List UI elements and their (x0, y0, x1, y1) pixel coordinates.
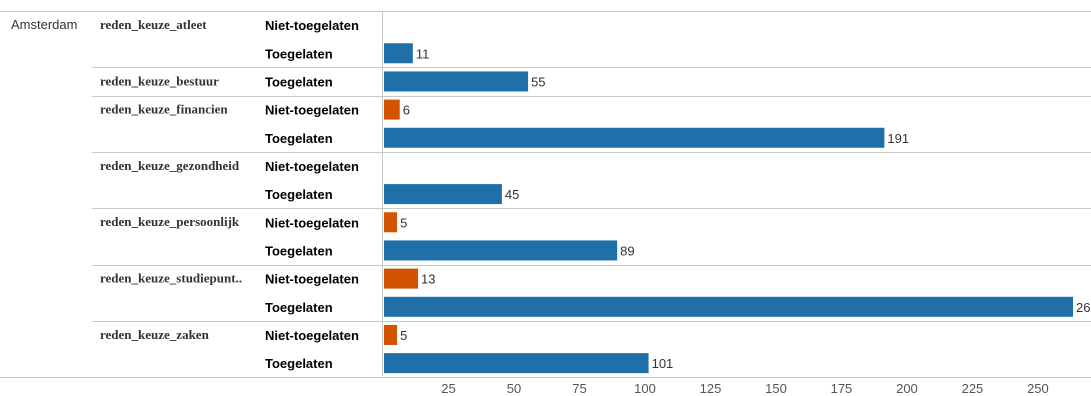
data-label: 5 (400, 215, 407, 230)
x-tick-label: 125 (700, 381, 722, 396)
bar (384, 99, 400, 120)
data-label: 55 (531, 74, 545, 89)
data-label: 11 (416, 46, 430, 61)
x-tick-label: 250 (1027, 381, 1049, 396)
category-label: Niet-toegelaten (265, 272, 359, 287)
category-label: Toegelaten (265, 300, 333, 315)
bar (384, 240, 618, 261)
bar (384, 71, 529, 92)
bar (384, 43, 413, 64)
category-label: Toegelaten (265, 46, 333, 61)
bar (384, 296, 1073, 317)
x-tick-label: 25 (441, 381, 455, 396)
data-label: 89 (620, 243, 634, 258)
group-label: reden_keuze_zaken (100, 327, 210, 342)
bar (384, 127, 885, 148)
x-tick-label: 75 (572, 381, 586, 396)
bar (384, 212, 398, 233)
data-label: 101 (652, 356, 674, 371)
chart-rows: reden_keuze_atleet Niet-toegelaten Toegela… (100, 17, 1090, 374)
category-label: Toegelaten (265, 356, 333, 371)
category-label: Niet-toegelaten (265, 159, 359, 174)
bar (384, 324, 398, 345)
separator-lines (0, 11, 1091, 378)
group-label: reden_keuze_persoonlijk (100, 214, 240, 229)
category-label: Toegelaten (265, 74, 333, 89)
category-label: Toegelaten (265, 243, 333, 258)
group-label: reden_keuze_bestuur (100, 73, 219, 88)
data-label: 191 (887, 131, 909, 146)
category-label: Niet-toegelaten (265, 328, 359, 343)
data-label: 13 (421, 272, 435, 287)
x-tick-label: 200 (896, 381, 918, 396)
x-tick-label: 100 (634, 381, 656, 396)
category-label: Niet-toegelaten (265, 103, 359, 118)
x-tick-label: 150 (765, 381, 787, 396)
data-label: 5 (400, 328, 407, 343)
data-label: 6 (403, 103, 410, 118)
group-label: reden_keuze_studiepunt.. (100, 271, 242, 286)
x-tick-label: 50 (507, 381, 521, 396)
x-tick-label: 175 (831, 381, 853, 396)
data-label: 45 (505, 187, 519, 202)
bar (384, 353, 649, 374)
data-label: 26 (1076, 300, 1090, 315)
category-label: Toegelaten (265, 131, 333, 146)
x-tick-label: 225 (962, 381, 984, 396)
city-label: Amsterdam (11, 17, 77, 32)
bar (384, 268, 419, 289)
group-label: reden_keuze_atleet (100, 17, 207, 32)
category-label: Niet-toegelaten (265, 215, 359, 230)
group-label: reden_keuze_gezondheid (100, 158, 240, 173)
x-axis: 25 50 75 100 125 150 175 200 225 250 (441, 381, 1049, 396)
group-label: reden_keuze_financien (100, 102, 228, 117)
category-label: Niet-toegelaten (265, 18, 359, 33)
bar (384, 184, 502, 205)
category-label: Toegelaten (265, 187, 333, 202)
